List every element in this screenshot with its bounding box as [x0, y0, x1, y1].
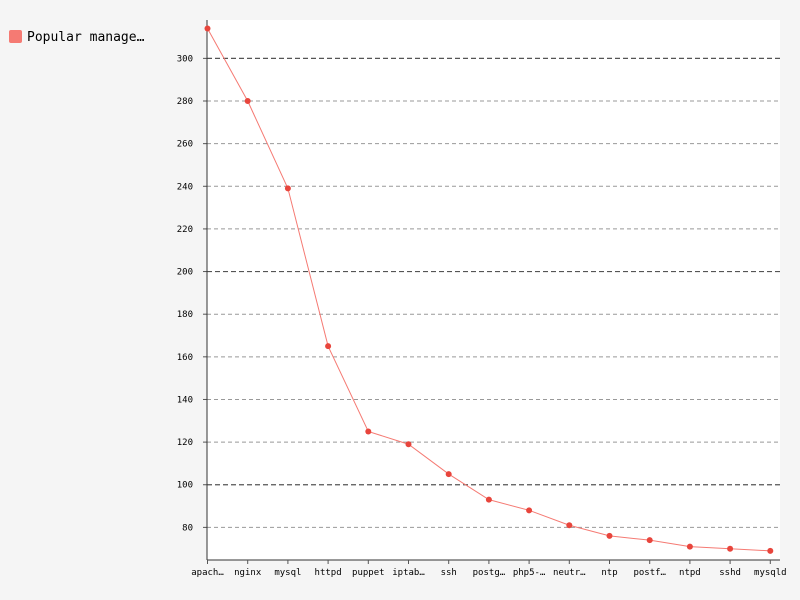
data-point[interactable]	[606, 532, 613, 539]
x-tick-label: apach…	[191, 568, 224, 578]
y-tick-label: 260	[177, 140, 193, 150]
data-point[interactable]	[686, 543, 693, 550]
data-point[interactable]	[566, 522, 573, 529]
x-tick-label: ssh	[441, 568, 457, 578]
data-point[interactable]	[325, 343, 332, 350]
x-tick-label: postg…	[473, 568, 506, 578]
y-tick-label: 220	[177, 225, 193, 235]
y-tick-label: 300	[177, 54, 193, 64]
x-tick-label: mysql	[274, 568, 301, 578]
x-axis-tick-labels: apach… nginx mysql httpd puppet iptab… ssh post…	[191, 568, 786, 578]
data-points	[204, 25, 774, 554]
axes	[203, 20, 780, 564]
data-point[interactable]	[727, 545, 734, 552]
y-tick-label: 280	[177, 97, 193, 107]
data-point[interactable]	[767, 547, 774, 554]
x-tick-label: httpd	[315, 568, 342, 578]
legend: Popular manage…	[9, 30, 145, 45]
x-tick-label: ntp	[601, 568, 617, 578]
y-tick-label: 80	[182, 523, 193, 533]
y-tick-label: 200	[177, 268, 193, 278]
x-tick-label: mysqld	[754, 568, 787, 578]
y-axis-tick-labels: 80 100 120 140 160 180 200 220 240 260 280 300	[177, 54, 193, 533]
x-tick-label: puppet	[352, 568, 385, 578]
x-tick-label: sshd	[719, 568, 741, 578]
data-point[interactable]	[244, 98, 251, 105]
legend-label[interactable]: Popular manage…	[27, 30, 145, 45]
plot-background	[207, 20, 780, 560]
y-tick-label: 160	[177, 353, 193, 363]
legend-swatch[interactable]	[9, 30, 22, 43]
data-point[interactable]	[284, 185, 291, 192]
x-tick-label: nginx	[234, 568, 262, 578]
y-tick-label: 100	[177, 481, 193, 491]
x-tick-label: neutr…	[553, 568, 586, 578]
data-point[interactable]	[365, 428, 372, 435]
y-tick-label: 180	[177, 310, 193, 320]
data-point[interactable]	[445, 471, 452, 478]
y-tick-label: 120	[177, 438, 193, 448]
data-point[interactable]	[405, 441, 412, 448]
x-tick-label: postf…	[633, 568, 666, 578]
data-point[interactable]	[485, 496, 492, 503]
y-tick-label: 240	[177, 182, 193, 192]
grid-lines	[207, 57, 780, 528]
data-point[interactable]	[646, 537, 653, 544]
x-tick-label: php5-…	[513, 568, 546, 578]
data-point[interactable]	[204, 25, 211, 32]
data-point[interactable]	[526, 507, 533, 514]
x-tick-label: ntpd	[679, 568, 701, 578]
y-tick-label: 140	[177, 395, 193, 405]
x-tick-label: iptab…	[392, 568, 425, 578]
